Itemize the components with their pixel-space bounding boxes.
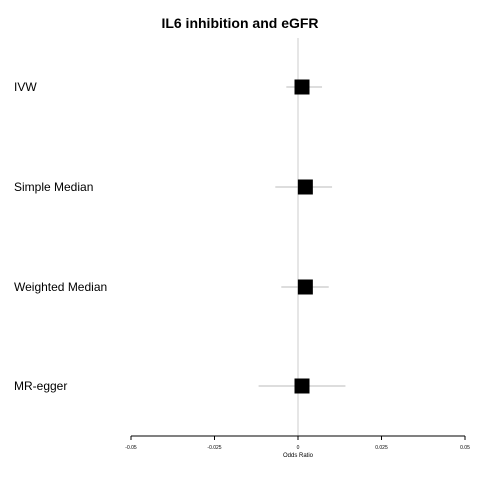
point-estimate <box>297 179 313 195</box>
row-label: Simple Median <box>14 180 93 194</box>
row-label: IVW <box>14 80 37 94</box>
row-label: MR-egger <box>14 379 67 393</box>
point-estimate <box>294 79 310 95</box>
x-tick-label: 0 <box>297 445 300 451</box>
x-tick-label: 0.025 <box>375 445 388 451</box>
point-estimate <box>297 279 313 295</box>
row-label: Weighted Median <box>14 280 107 294</box>
chart-title: IL6 inhibition and eGFR <box>161 15 318 31</box>
point-estimate <box>294 378 310 394</box>
forest-rows: IVW Simple Median Weighted Median MR-egger <box>14 79 346 394</box>
x-tick-label: 0.05 <box>460 445 470 451</box>
x-axis: -0.05 -0.025 0 0.025 0.05 <box>125 435 470 451</box>
x-tick-label: -0.025 <box>207 445 221 451</box>
x-axis-label: Odds Ratio <box>283 453 314 459</box>
x-tick-label: -0.05 <box>125 445 137 451</box>
